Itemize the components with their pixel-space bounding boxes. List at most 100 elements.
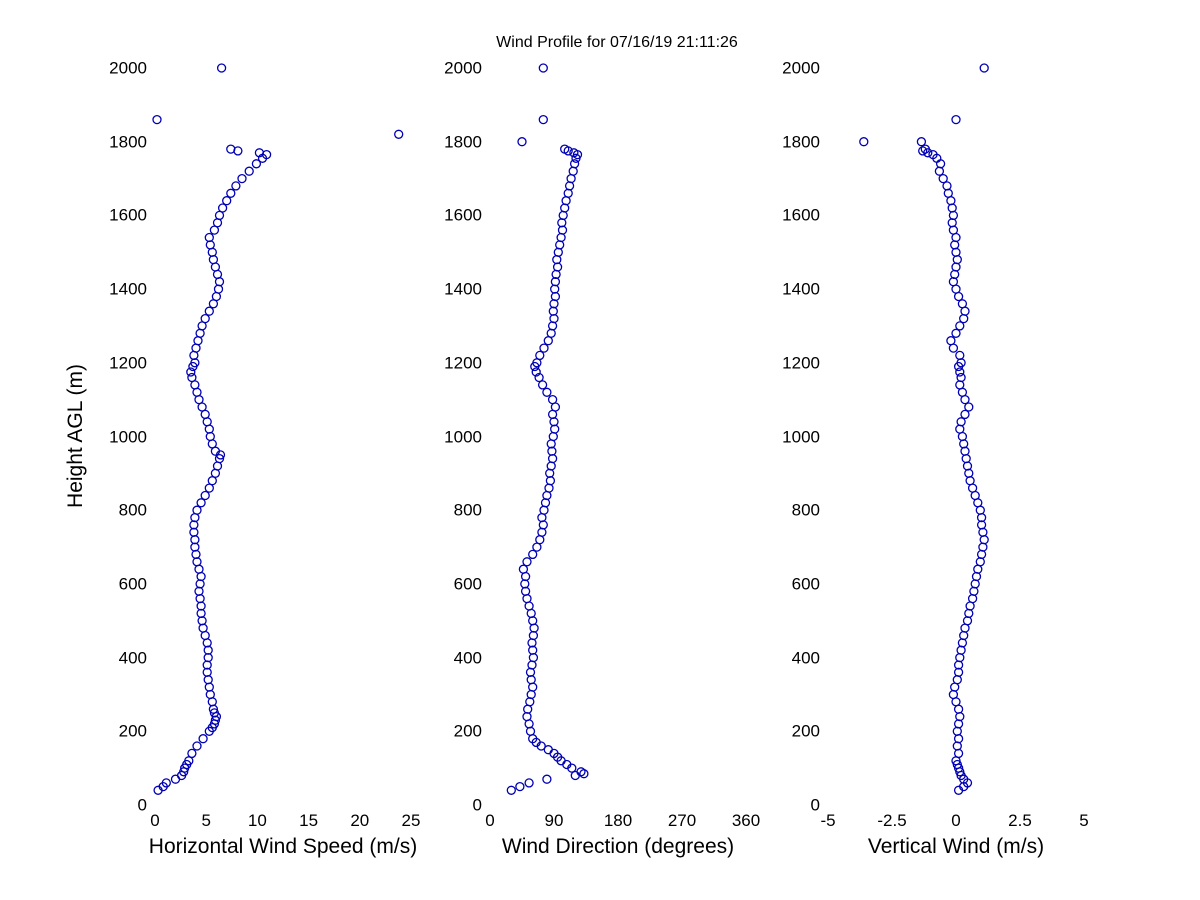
data-point-marker — [187, 748, 197, 759]
horizontal-wind-speed-plot: Horizontal Wind Speed (m/s) 0 5 10 15 20 25 0 2… — [109, 60, 420, 859]
y-tick-label: 1000 — [109, 427, 147, 446]
data-point-marker — [556, 232, 566, 243]
y-tick-label: 200 — [118, 721, 147, 741]
figure-title: Wind Profile for 07/16/19 21:11:26 — [496, 34, 738, 51]
data-point-marker — [568, 166, 578, 176]
data-point-marker — [526, 689, 536, 700]
y-tick-label: 200 — [791, 721, 820, 741]
x-tick-label: 25 — [401, 811, 421, 830]
data-point-marker — [978, 542, 988, 552]
data-point-marker — [152, 114, 162, 125]
data-point-marker — [542, 774, 552, 784]
x-tick-label: 270 — [667, 811, 697, 830]
data-point-marker — [564, 181, 575, 191]
data-point-marker — [527, 660, 537, 670]
x-tick-label: 0 — [951, 811, 961, 830]
data-point-marker — [540, 498, 551, 508]
data-point-marker — [212, 461, 223, 471]
data-point-marker — [953, 748, 964, 759]
x-tick-label: 180 — [603, 811, 633, 830]
data-point-marker — [920, 144, 930, 154]
data-point-marker — [545, 476, 556, 486]
data-point-marker — [204, 682, 214, 692]
data-point-marker — [524, 601, 534, 611]
data-point-marker — [953, 734, 964, 744]
data-point-marker — [558, 210, 568, 221]
data-point-marker — [962, 616, 973, 626]
data-point-marker — [960, 446, 970, 456]
data-point-marker — [538, 114, 548, 125]
data-point-marker — [964, 608, 974, 619]
data-point-marker — [537, 512, 547, 523]
data-point-marker — [570, 770, 580, 781]
data-point-marker — [960, 409, 970, 420]
data-point-marker — [520, 579, 530, 589]
data-point-marker — [161, 778, 171, 788]
data-point-marker — [526, 675, 536, 685]
data-point-marker — [969, 586, 979, 596]
data-point-marker — [538, 520, 548, 530]
data-point-marker — [957, 299, 968, 309]
data-point-marker — [191, 343, 201, 353]
data-point-marker — [194, 564, 204, 574]
data-point-marker — [231, 181, 241, 191]
scatter-series — [506, 63, 589, 795]
data-point-marker — [959, 313, 969, 324]
y-tick-label: 2000 — [109, 58, 147, 78]
y-tick-label: 0 — [472, 795, 482, 815]
data-point-marker — [529, 623, 539, 633]
data-point-marker — [967, 593, 978, 604]
data-point-marker — [202, 667, 212, 677]
data-point-marker — [934, 166, 945, 176]
x-tick-label: -2.5 — [877, 811, 907, 830]
x-tick-label: 0 — [485, 811, 495, 830]
data-point-marker — [557, 225, 568, 235]
data-point-marker — [394, 129, 404, 139]
data-point-marker — [952, 254, 962, 265]
data-point-marker — [187, 372, 197, 383]
data-point-marker — [942, 181, 952, 191]
data-point-marker — [222, 196, 232, 206]
data-point-marker — [978, 527, 988, 537]
data-point-marker — [955, 367, 965, 377]
data-point-marker — [955, 380, 965, 390]
x-tick-label: 360 — [731, 811, 761, 830]
data-point-marker — [971, 571, 982, 582]
data-point-marker — [211, 291, 222, 302]
data-point-marker — [522, 711, 532, 722]
data-point-marker — [979, 63, 989, 73]
data-point-marker — [244, 166, 254, 176]
data-point-marker — [950, 240, 960, 250]
data-point-marker — [192, 505, 202, 515]
data-point-marker — [550, 284, 560, 294]
data-point-marker — [955, 321, 965, 331]
data-point-marker — [560, 144, 570, 154]
data-point-marker — [955, 652, 965, 663]
x-tick-label: 90 — [544, 811, 564, 830]
data-point-marker — [955, 424, 965, 434]
data-point-marker — [196, 498, 206, 508]
data-point-marker — [528, 630, 539, 641]
x-tick-label: 20 — [350, 811, 370, 830]
data-point-marker — [951, 262, 961, 272]
data-point-marker — [938, 173, 948, 184]
data-point-marker — [539, 505, 549, 515]
data-point-marker — [550, 291, 561, 302]
y-tick-label: 2000 — [782, 58, 820, 78]
data-point-marker — [203, 675, 213, 685]
scatter-series — [152, 63, 404, 795]
data-point-marker — [537, 527, 547, 537]
data-point-marker — [948, 225, 959, 235]
data-point-marker — [226, 144, 236, 154]
data-point-marker — [544, 483, 554, 493]
data-point-marker — [952, 741, 962, 751]
data-point-marker — [979, 535, 989, 545]
data-point-marker — [515, 781, 525, 792]
x-axis-label-horizontal-wind-speed: Horizontal Wind Speed (m/s) — [148, 835, 418, 858]
data-point-marker — [566, 173, 576, 184]
data-point-marker — [545, 468, 555, 478]
data-point-marker — [251, 159, 262, 169]
y-tick-label: 400 — [453, 648, 482, 668]
data-point-marker — [192, 741, 202, 751]
